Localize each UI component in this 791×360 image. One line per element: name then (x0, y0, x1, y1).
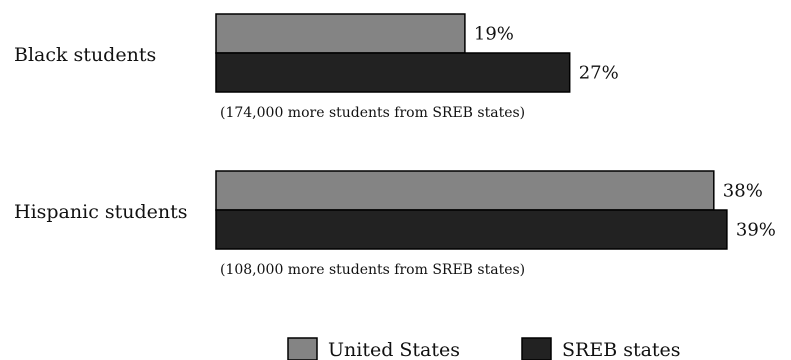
note-hispanic-students: (108,000 more students from SREB states) (220, 262, 525, 278)
value-label-black-students-united-states: 19% (474, 24, 514, 45)
value-label-hispanic-students-united-states: 38% (723, 181, 763, 202)
bar-hispanic-students-united-states (215, 170, 715, 211)
legend-swatch-united-states (287, 337, 318, 360)
legend-label-united-states: United States (328, 339, 460, 360)
bar-black-students-united-states (215, 13, 466, 54)
value-label-black-students-sreb-states: 27% (579, 63, 619, 84)
bars-layer (215, 13, 728, 250)
category-label-hispanic-students: Hispanic students (14, 201, 188, 223)
bar-hispanic-students-sreb-states (215, 209, 728, 250)
category-label-black-students: Black students (14, 44, 156, 66)
labels-layer: Black students 19% 27% (174,000 more studen… (14, 24, 776, 279)
note-black-students: (174,000 more students from SREB states) (220, 105, 525, 121)
bar-black-students-sreb-states (215, 52, 571, 93)
legend-swatch-sreb-states (521, 337, 552, 360)
legend: United States SREB states (287, 337, 681, 360)
value-label-hispanic-students-sreb-states: 39% (736, 220, 776, 241)
legend-label-sreb-states: SREB states (562, 339, 681, 360)
